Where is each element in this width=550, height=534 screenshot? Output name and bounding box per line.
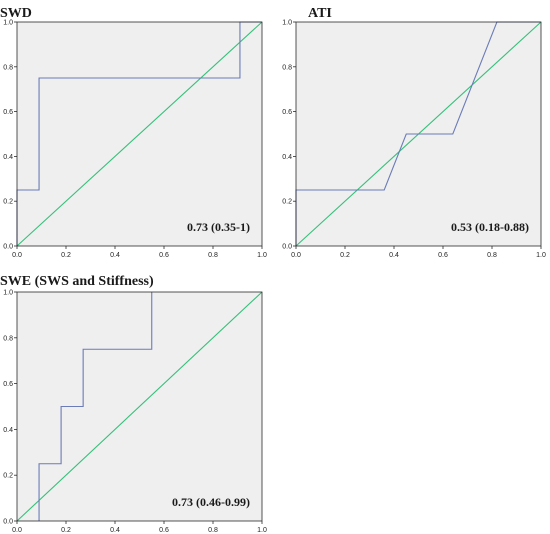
- x-tick-label: 0.2: [61, 527, 71, 534]
- y-tick-label: 0.0: [3, 519, 13, 526]
- plot-frame: [16, 21, 263, 247]
- x-tick-label: 0.8: [487, 252, 497, 259]
- auc-annotation: 0.73 (0.35-1): [187, 220, 250, 234]
- x-tick-label: 0.8: [208, 527, 218, 534]
- x-tick-label: 0.8: [208, 252, 218, 259]
- y-tick-label: 1.0: [3, 20, 13, 27]
- x-tick-label: 0.6: [438, 252, 448, 259]
- panel-title: ATI: [308, 6, 332, 21]
- x-tick-label: 1.0: [257, 252, 267, 259]
- plot-frame: [295, 21, 542, 247]
- y-tick-label: 1.0: [3, 290, 13, 297]
- y-tick-label: 0.6: [3, 109, 13, 116]
- panel-title: SWD: [0, 6, 32, 21]
- x-tick-label: 0.4: [110, 252, 120, 259]
- auc-annotation: 0.73 (0.46-0.99): [172, 495, 250, 509]
- y-tick-label: 0.4: [3, 154, 13, 161]
- plot-frame: [16, 291, 263, 522]
- y-tick-label: 0.2: [3, 199, 13, 206]
- y-tick-label: 0.0: [282, 244, 292, 251]
- x-tick-label: 0.6: [159, 252, 169, 259]
- auc-annotation: 0.53 (0.18-0.88): [451, 220, 529, 234]
- x-tick-label: 0.0: [291, 252, 301, 259]
- x-tick-label: 0.0: [12, 527, 22, 534]
- roc-panel: SWE (SWS and Stiffness) 0.0 0.2 0.4 0.6 0.8 1.…: [0, 274, 267, 534]
- x-tick-label: 1.0: [257, 527, 267, 534]
- reference-line: [16, 291, 263, 522]
- x-tick-label: 0.6: [159, 527, 169, 534]
- x-tick-label: 0.0: [12, 252, 22, 259]
- y-tick-label: 0.4: [3, 427, 13, 434]
- y-tick-label: 0.0: [3, 244, 13, 251]
- roc-curve: [38, 292, 153, 521]
- y-tick-label: 0.8: [3, 64, 13, 71]
- roc-panel: SWD 0.0 0.2 0.4 0.6 0.8 1.0 0.0 0.2 0.4 0.6 0.8 1.0 0…: [0, 6, 267, 259]
- y-tick-label: 0.6: [3, 381, 13, 388]
- x-tick-label: 0.2: [61, 252, 71, 259]
- y-tick-label: 0.2: [282, 199, 292, 206]
- x-tick-label: 1.0: [536, 252, 546, 259]
- y-tick-label: 0.8: [282, 64, 292, 71]
- x-tick-label: 0.4: [110, 527, 120, 534]
- panel-title: SWE (SWS and Stiffness): [0, 274, 154, 289]
- x-tick-label: 0.2: [340, 252, 350, 259]
- y-tick-label: 0.2: [3, 473, 13, 480]
- reference-line: [16, 21, 263, 247]
- y-tick-label: 1.0: [282, 20, 292, 27]
- x-tick-label: 0.4: [389, 252, 399, 259]
- y-tick-label: 0.4: [282, 154, 292, 161]
- y-tick-label: 0.8: [3, 335, 13, 342]
- y-tick-label: 0.6: [282, 109, 292, 116]
- roc-panel: ATI 0.0 0.2 0.4 0.6 0.8 1.0 0.0 0.2 0.4 0.6 0.8 1.0 0…: [282, 6, 546, 259]
